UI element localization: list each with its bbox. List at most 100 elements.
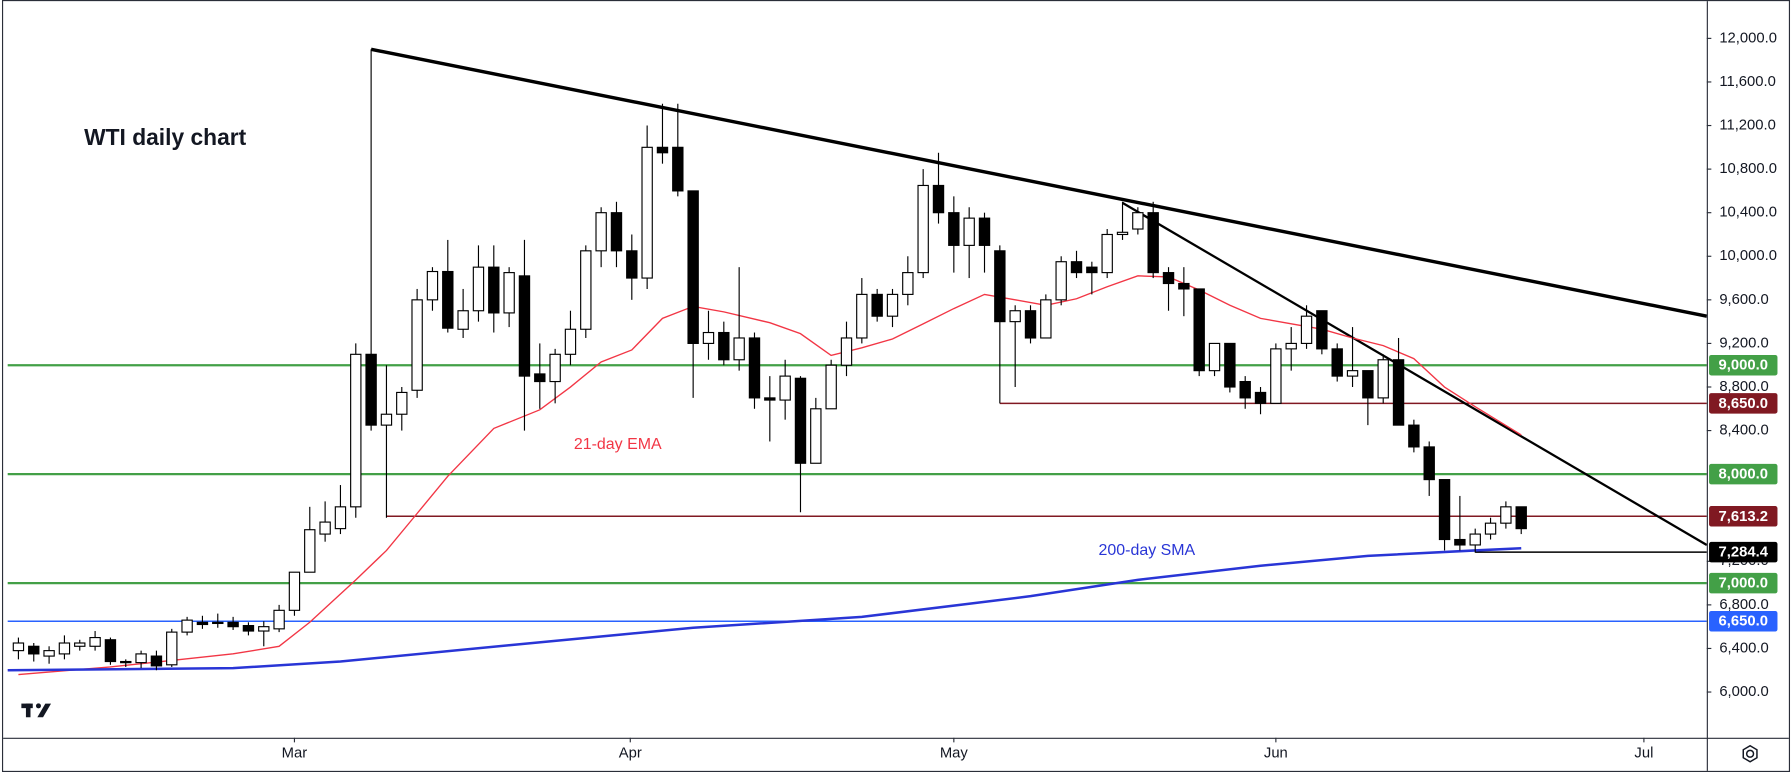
candle-body [472, 266, 485, 312]
candle-body [1024, 310, 1037, 339]
candle-body [626, 250, 638, 279]
y-tick-label: 9,200.0 [1719, 335, 1768, 351]
candle-body [89, 636, 101, 647]
candle-body [549, 353, 561, 383]
indicator-label: 200-day SMA [1099, 542, 1196, 559]
candle-body [28, 645, 40, 655]
candle-body [227, 621, 239, 628]
candle-body [595, 212, 607, 252]
candle-body [764, 397, 776, 401]
candle-body [150, 655, 163, 667]
candle-body [902, 272, 914, 295]
candle-body [1285, 342, 1297, 350]
indicator-line [18, 275, 1522, 676]
candle-body [1162, 272, 1175, 285]
candle-body [779, 375, 791, 401]
candle-body [1040, 299, 1052, 339]
candle-body [1147, 212, 1159, 274]
candle-body [365, 353, 377, 426]
y-tick-label: 10,400.0 [1719, 205, 1777, 221]
candle-body [166, 631, 178, 666]
candle-body [718, 331, 730, 361]
chart-title: WTI daily chart [84, 124, 247, 150]
candle-body [350, 353, 362, 508]
trendline [1121, 201, 1708, 546]
y-tick-label: 11,200.0 [1719, 117, 1776, 133]
price-label-box [1709, 541, 1778, 563]
candle-body [1346, 370, 1359, 377]
candle-body [258, 626, 270, 632]
candle-body [687, 190, 699, 344]
price-label: 9,000.0 [1719, 358, 1768, 374]
candle-body [273, 609, 285, 630]
candle-body [564, 328, 577, 355]
candle-body [120, 660, 132, 664]
y-tick-label: 8,800.0 [1719, 379, 1768, 395]
candle-body [610, 212, 623, 252]
candle-body [733, 337, 745, 361]
candle-body [1469, 533, 1481, 546]
candle-body [672, 146, 684, 192]
candle-body [58, 642, 71, 655]
candle-body [1316, 310, 1328, 350]
plot-area [7, 47, 1708, 676]
candle-body [1423, 446, 1435, 481]
candle-body [1484, 522, 1497, 535]
candle-body [1454, 538, 1466, 546]
y-tick-label: 11,600.0 [1719, 74, 1776, 90]
candle-body [1208, 342, 1221, 372]
candle-body [1086, 266, 1098, 274]
settings-icon[interactable] [1742, 744, 1758, 763]
candle-body [396, 391, 408, 415]
candle-body [1515, 506, 1527, 530]
candle-body [1178, 282, 1190, 290]
price-label-box [1709, 506, 1778, 527]
candle-body [1408, 424, 1420, 448]
candle-body [963, 217, 975, 246]
y-tick-label: 6,800.0 [1719, 597, 1768, 613]
price-label-box [1709, 610, 1778, 632]
x-tick-label: Mar [282, 746, 308, 762]
candle-body [1300, 315, 1313, 344]
candle-body [304, 529, 316, 573]
candle-body [1500, 506, 1512, 524]
candle-body [994, 250, 1006, 323]
candle-body [518, 275, 531, 377]
price-label: 7,000.0 [1719, 576, 1768, 592]
candle-body [1101, 233, 1113, 274]
candle-body [411, 299, 423, 391]
indicator-line [7, 547, 1522, 672]
candle-body [1331, 348, 1343, 377]
candle-body [932, 184, 945, 214]
candle-body [1193, 288, 1205, 372]
logo [21, 703, 52, 718]
candle-body [748, 337, 761, 399]
candle-body [1362, 370, 1374, 399]
x-tick-label: Jul [1634, 746, 1653, 762]
price-label: 7,284.4 [1719, 545, 1769, 561]
candle-body [1116, 231, 1129, 236]
candle-body [380, 413, 393, 426]
candle-body [1392, 359, 1405, 426]
candle-body [1438, 479, 1451, 541]
candle-body [1377, 359, 1389, 399]
candle-body [978, 217, 991, 246]
price-label: 6,650.0 [1719, 614, 1768, 630]
x-tick-label: May [940, 746, 969, 762]
candle-body [196, 621, 209, 626]
candle-body [104, 639, 117, 663]
price-label-box [1709, 393, 1778, 414]
price-label-box [1709, 572, 1778, 594]
candle-body [1254, 391, 1267, 404]
price-label-box [1709, 354, 1778, 376]
price-label: 8,000.0 [1719, 467, 1768, 483]
candle-body [1270, 348, 1282, 404]
candle-body [503, 272, 515, 314]
candle-body [1055, 261, 1067, 301]
candle-body [1239, 380, 1251, 399]
candle-body [242, 625, 255, 632]
y-tick-label: 12,000.0 [1719, 30, 1777, 46]
candle-body [74, 642, 86, 647]
